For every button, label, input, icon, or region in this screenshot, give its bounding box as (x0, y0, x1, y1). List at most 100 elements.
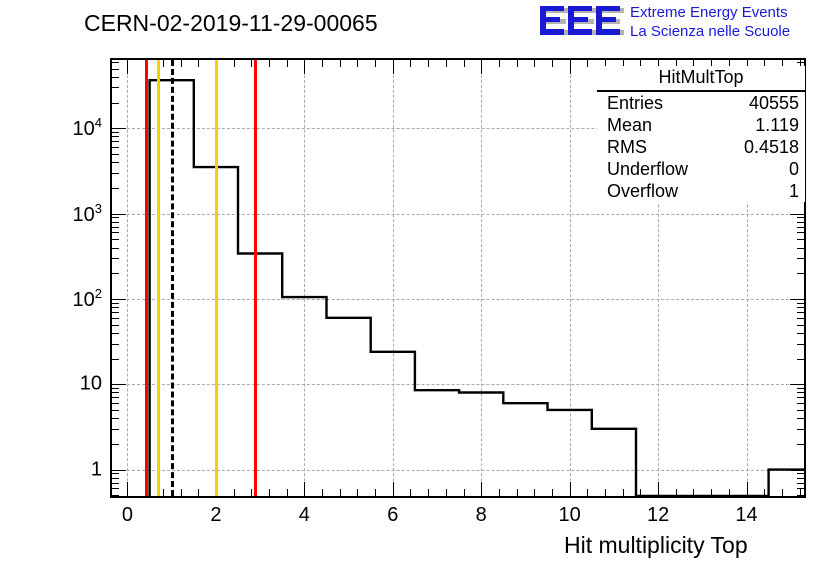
y-axis-tick (112, 87, 119, 89)
x-axis-tick (304, 482, 306, 496)
y-axis-tick (112, 239, 119, 241)
stats-row-key: Entries (607, 93, 664, 113)
x-axis-tick (375, 60, 377, 67)
x-axis-tick (198, 489, 200, 496)
eee-logo-mark (540, 6, 624, 35)
y-axis-tick (112, 473, 119, 475)
y-axis-tick (112, 312, 119, 314)
y-axis-tick (797, 273, 804, 275)
x-axis-tick (286, 60, 288, 67)
x-axis-tick (605, 60, 607, 67)
y-axis-tick (797, 302, 804, 304)
y-axis-tick (112, 153, 119, 155)
y-axis-tick (112, 162, 119, 164)
y-axis-tick (112, 232, 119, 234)
y-axis-tick (112, 384, 126, 386)
x-axis-tick (569, 482, 571, 496)
x-axis-tick (658, 482, 660, 496)
x-axis-tick (622, 60, 624, 67)
x-axis-tick (516, 60, 518, 67)
y-axis-tick (112, 443, 119, 445)
eee-logo-text: Extreme Energy Events La Scienza nelle S… (630, 3, 790, 41)
y-axis-tick (112, 132, 119, 134)
stats-rows: Entries 40555 Mean 1.119 RMS 0.4518 Underflow 0… (597, 92, 805, 202)
y-axis-tick (112, 61, 119, 63)
y-axis-tick (112, 317, 119, 319)
y-axis-tick-label: 102 (72, 286, 102, 311)
y-axis-tick (112, 147, 119, 149)
y-axis-tick (112, 469, 126, 471)
x-axis-tick (251, 60, 253, 67)
grid-line-horizontal (112, 128, 804, 130)
x-axis-tick (498, 60, 500, 67)
x-axis-tick (640, 489, 642, 496)
x-axis-tick (534, 60, 536, 67)
marker-line-threshold-orange-low (156, 60, 160, 496)
y-axis-tick (112, 324, 119, 326)
x-axis-tick-label: 4 (298, 504, 310, 526)
y-axis-tick (797, 397, 804, 399)
stats-row-key: Overflow (607, 181, 679, 201)
y-axis-tick (797, 428, 804, 430)
x-axis-tick (728, 60, 730, 67)
marker-line-threshold-orange-high (214, 60, 218, 496)
x-axis-tick (180, 60, 182, 67)
y-axis-tick (112, 68, 119, 70)
x-axis-tick (127, 482, 129, 496)
x-axis-tick (605, 489, 607, 496)
y-axis-tick (112, 403, 119, 405)
x-axis-tick (693, 489, 695, 496)
x-axis-tick (268, 60, 270, 67)
y-axis-tick (112, 213, 126, 215)
y-axis-tick (797, 482, 804, 484)
x-axis-tick (410, 60, 412, 67)
x-axis-tick (233, 489, 235, 496)
y-axis-tick (112, 409, 119, 411)
y-axis-tick (112, 428, 119, 430)
x-axis-tick (799, 489, 801, 496)
y-axis-tick (797, 358, 804, 360)
y-axis-tick (797, 247, 804, 249)
y-axis-tick (797, 418, 804, 420)
stats-row-key: RMS (607, 137, 647, 157)
stats-row-value: 0 (788, 159, 799, 179)
y-axis-tick (112, 358, 119, 360)
x-axis-tick (127, 60, 129, 74)
x-axis-tick (322, 489, 324, 496)
x-axis-tick (693, 60, 695, 67)
x-axis-tick (392, 482, 394, 496)
x-axis-tick (162, 489, 164, 496)
x-axis-tick (781, 60, 783, 67)
x-axis-tick (781, 489, 783, 496)
stats-row-value: 1.119 (755, 115, 799, 135)
x-axis-tick (357, 60, 359, 67)
y-axis-tick (797, 473, 804, 475)
y-axis-tick (797, 226, 804, 228)
x-axis-tick (162, 60, 164, 67)
x-axis-tick (339, 489, 341, 496)
stats-box-title: HitMultTop (597, 66, 805, 92)
grid-line-vertical (569, 60, 571, 496)
grid-line-horizontal (112, 469, 804, 471)
y-axis-tick (112, 397, 119, 399)
x-axis-tick-label: 2 (210, 504, 222, 526)
y-axis-tick (797, 392, 804, 394)
x-axis-tick (622, 489, 624, 496)
y-axis-tick (112, 172, 119, 174)
y-axis-tick (112, 482, 119, 484)
x-axis-tick (428, 60, 430, 67)
y-axis-tick (112, 495, 119, 497)
y-axis-tick (797, 388, 804, 390)
y-axis-tick (112, 226, 119, 228)
y-axis-tick (112, 273, 119, 275)
y-axis-tick (112, 102, 119, 104)
stats-row: Overflow 1 (597, 180, 805, 202)
y-axis-tick-label: 1 (90, 458, 102, 481)
x-axis-tick (551, 60, 553, 67)
y-axis-tick (797, 477, 804, 479)
y-axis-tick (112, 141, 119, 143)
y-axis-tick (112, 128, 126, 130)
x-axis-tick (428, 489, 430, 496)
y-axis-tick (112, 307, 119, 309)
